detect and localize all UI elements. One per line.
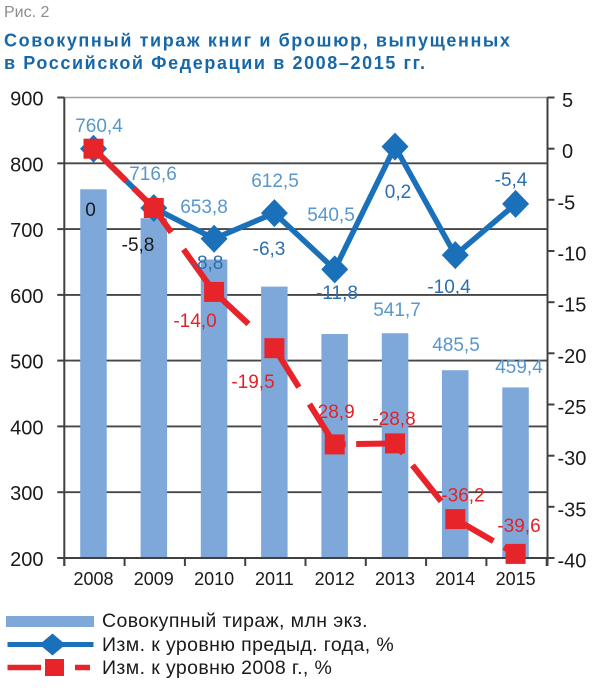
svg-text:500: 500 [10, 352, 43, 374]
svg-text:400: 400 [10, 417, 43, 439]
svg-text:485,5: 485,5 [432, 335, 480, 356]
svg-text:-6,3: -6,3 [253, 239, 286, 260]
svg-text:-5,4: -5,4 [495, 170, 528, 191]
svg-text:-5,8: -5,8 [122, 235, 155, 256]
svg-text:900: 900 [10, 89, 43, 111]
svg-text:-8,8: -8,8 [191, 253, 224, 274]
svg-text:0: 0 [85, 200, 96, 221]
svg-text:-30: -30 [558, 448, 587, 470]
svg-text:541,7: 541,7 [373, 300, 421, 321]
svg-text:459,4: 459,4 [495, 357, 543, 378]
svg-text:-15: -15 [558, 295, 587, 317]
svg-text:2013: 2013 [375, 569, 415, 589]
svg-text:0,2: 0,2 [385, 182, 411, 203]
svg-text:-25: -25 [558, 397, 587, 419]
svg-text:2010: 2010 [194, 569, 234, 589]
svg-text:2011: 2011 [255, 569, 294, 589]
svg-text:716,6: 716,6 [129, 164, 177, 185]
svg-text:200: 200 [10, 549, 43, 571]
svg-text:-20: -20 [558, 346, 587, 368]
svg-text:Рис. 2: Рис. 2 [4, 4, 50, 21]
svg-text:2014: 2014 [435, 569, 475, 589]
svg-text:Изм. к уровню предыд. года, %: Изм. к уровню предыд. года, % [102, 634, 394, 656]
svg-text:0: 0 [562, 141, 573, 163]
svg-text:2015: 2015 [496, 569, 536, 589]
svg-text:-35: -35 [558, 499, 587, 521]
svg-text:5: 5 [562, 90, 573, 112]
svg-text:в Российской Федерации в 2008–: в Российской Федерации в 2008–2015 гг. [4, 53, 427, 73]
svg-text:Совокупный тираж, млн экз.: Совокупный тираж, млн экз. [102, 610, 368, 632]
svg-text:540,5: 540,5 [307, 205, 355, 226]
svg-text:-11,8: -11,8 [316, 283, 358, 304]
svg-text:-40: -40 [558, 551, 587, 573]
svg-text:800: 800 [10, 154, 43, 176]
svg-text:Совокупный тираж книг и брошюр: Совокупный тираж книг и брошюр, выпущенн… [4, 31, 512, 51]
svg-text:-10: -10 [558, 244, 587, 266]
svg-text:2009: 2009 [134, 569, 174, 589]
svg-text:Изм. к уровню 2008 г., %: Изм. к уровню 2008 г., % [102, 657, 332, 679]
svg-text:-39,6: -39,6 [497, 516, 540, 537]
svg-text:-5: -5 [558, 192, 576, 214]
svg-text:-10,4: -10,4 [427, 277, 471, 298]
svg-text:-36,2: -36,2 [441, 485, 484, 506]
svg-text:653,8: 653,8 [180, 197, 228, 218]
svg-text:-28,9: -28,9 [311, 402, 354, 423]
svg-text:760,4: 760,4 [75, 116, 123, 137]
svg-text:-14,0: -14,0 [173, 311, 216, 332]
svg-text:300: 300 [10, 483, 43, 505]
svg-text:612,5: 612,5 [251, 171, 299, 192]
svg-text:700: 700 [10, 220, 43, 242]
svg-text:-19,5: -19,5 [231, 372, 274, 393]
svg-text:2012: 2012 [315, 569, 355, 589]
svg-text:2008: 2008 [73, 569, 113, 589]
svg-text:600: 600 [10, 286, 43, 308]
svg-text:-28,8: -28,8 [372, 409, 415, 430]
